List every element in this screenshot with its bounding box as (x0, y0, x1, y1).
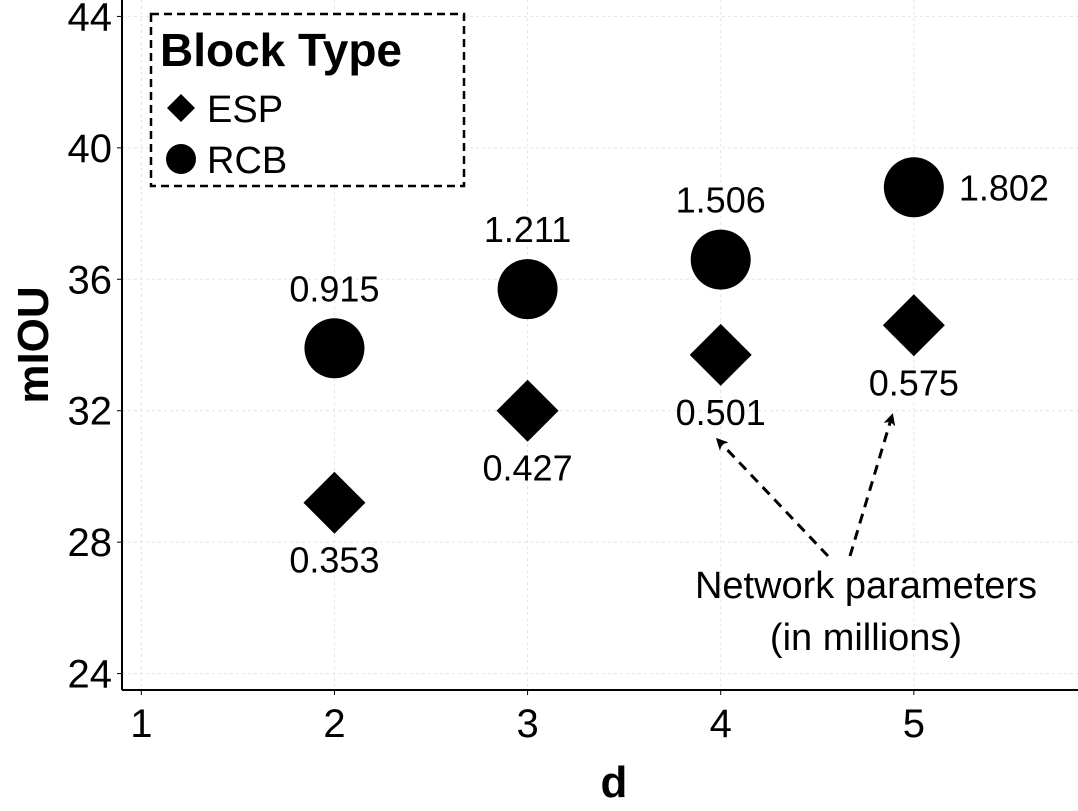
x-tick-label: 4 (710, 702, 732, 746)
rcb-point-circle (497, 259, 558, 320)
esp-point-diamond (689, 323, 752, 386)
rcb-point-circle (883, 157, 944, 218)
legend-title: Block Type (160, 24, 402, 76)
data-points (303, 157, 945, 534)
x-tick-label: 1 (130, 702, 152, 746)
esp-point-diamond (303, 471, 366, 534)
legend-esp-label: ESP (207, 89, 283, 131)
annotation: Network parameters (in millions) (695, 413, 1037, 659)
legend-rcb-label: RCB (207, 140, 287, 182)
x-tick-label: 2 (323, 702, 345, 746)
esp-data-label: 0.353 (289, 540, 379, 581)
rcb-data-label: 1.506 (676, 180, 766, 221)
rcb-data-label: 1.802 (959, 167, 1049, 208)
esp-point-diamond (882, 294, 945, 357)
legend-rcb-marker-circle (166, 144, 196, 174)
legend-esp-marker-diamond (167, 94, 195, 122)
annotation-arrow-left (715, 437, 830, 558)
rcb-data-label: 0.915 (289, 268, 379, 309)
legend-box (149, 12, 466, 188)
x-axis-title: d (601, 758, 628, 807)
rcb-point-circle (304, 318, 365, 379)
y-tick-label: 40 (68, 127, 113, 171)
x-tick-label: 5 (903, 702, 925, 746)
esp-data-label: 0.427 (483, 448, 573, 489)
tick-labels: 1 2 3 4 5 24 28 32 36 40 44 (68, 0, 925, 746)
annotation-line-1: Network parameters (695, 565, 1037, 607)
y-tick-label: 28 (68, 521, 113, 565)
rcb-data-label: 1.211 (484, 209, 571, 250)
y-tick-label: 36 (68, 258, 113, 302)
axes (121, 0, 1078, 691)
rcb-point-circle (690, 229, 751, 290)
esp-data-label: 0.501 (676, 392, 766, 433)
annotation-line-2: (in millions) (770, 617, 962, 659)
y-tick-label: 24 (68, 653, 113, 697)
esp-data-label: 0.575 (869, 362, 959, 403)
x-tick-label: 3 (516, 702, 538, 746)
y-tick-label: 32 (68, 390, 113, 434)
legend: Block Type ESP RCB (149, 12, 466, 188)
y-axis-title: mIOU (9, 286, 58, 403)
annotation-arrow-right (848, 413, 896, 557)
esp-point-diamond (496, 379, 559, 442)
y-tick-label: 44 (68, 0, 113, 39)
data-labels: 0.353 0.427 0.501 0.575 0.915 1.211 1.506 1.802 (289, 167, 1049, 580)
